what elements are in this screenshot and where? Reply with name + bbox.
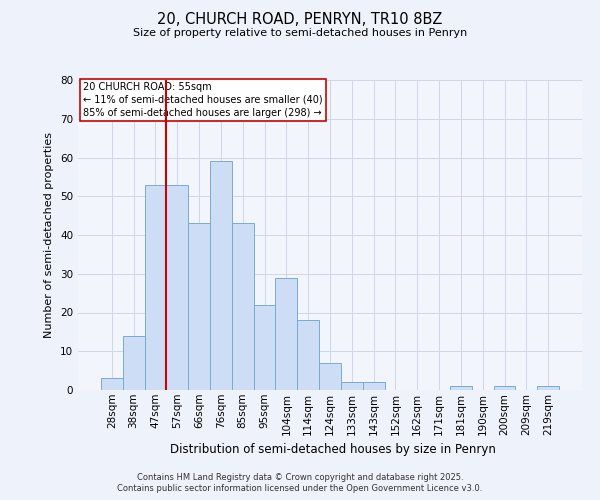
Bar (123, 336, 145, 390)
Bar (210, 162, 232, 390)
Bar (232, 224, 254, 390)
Text: Distribution of semi-detached houses by size in Penryn: Distribution of semi-detached houses by … (170, 442, 496, 456)
Bar (297, 320, 319, 390)
Text: Contains public sector information licensed under the Open Government Licence v3: Contains public sector information licen… (118, 484, 482, 493)
Bar (275, 278, 297, 390)
Text: 20, CHURCH ROAD, PENRYN, TR10 8BZ: 20, CHURCH ROAD, PENRYN, TR10 8BZ (157, 12, 443, 28)
Bar (450, 386, 472, 390)
Text: Contains HM Land Registry data © Crown copyright and database right 2025.: Contains HM Land Registry data © Crown c… (137, 472, 463, 482)
Text: 20 CHURCH ROAD: 55sqm
← 11% of semi-detached houses are smaller (40)
85% of semi: 20 CHURCH ROAD: 55sqm ← 11% of semi-deta… (83, 82, 323, 118)
Text: Size of property relative to semi-detached houses in Penryn: Size of property relative to semi-detach… (133, 28, 467, 38)
Bar (166, 184, 188, 390)
Bar (319, 363, 341, 390)
Bar (363, 382, 385, 390)
Bar (494, 386, 515, 390)
Bar (341, 382, 363, 390)
Bar (537, 386, 559, 390)
Bar (101, 378, 123, 390)
Y-axis label: Number of semi-detached properties: Number of semi-detached properties (44, 132, 55, 338)
Bar (188, 224, 210, 390)
Bar (145, 184, 166, 390)
Bar (254, 304, 275, 390)
